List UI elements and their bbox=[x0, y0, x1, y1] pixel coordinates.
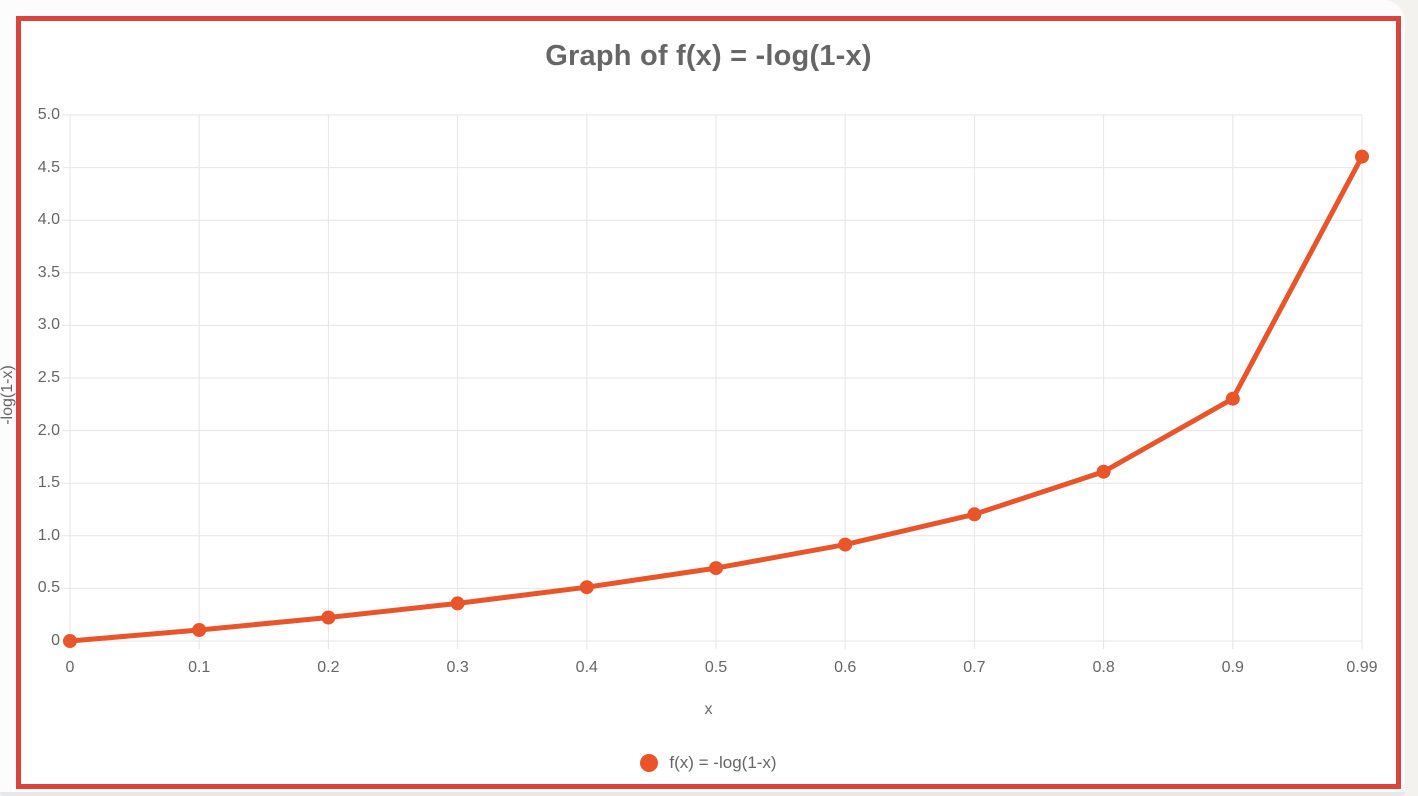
y-tick-label: 4.0 bbox=[37, 211, 60, 229]
chart-title: Graph of f(x) = -log(1-x) bbox=[545, 40, 872, 72]
x-tick-label: 0.3 bbox=[446, 659, 469, 676]
legend-label: f(x) = -log(1-x) bbox=[669, 753, 777, 772]
y-tick-label: 0.5 bbox=[37, 579, 60, 597]
window-bottom-edge bbox=[0, 792, 1405, 796]
y-tick-label: 4.5 bbox=[37, 158, 60, 176]
x-tick-label: 0.6 bbox=[834, 659, 857, 676]
legend-point-icon bbox=[640, 754, 659, 772]
y-tick-label: 5.0 bbox=[37, 106, 60, 123]
y-tick-label: 3.0 bbox=[37, 316, 60, 334]
x-tick-label: 0.8 bbox=[1092, 659, 1115, 676]
y-tick-label: 1.0 bbox=[37, 526, 60, 544]
y-tick-label: 2.0 bbox=[37, 421, 60, 439]
y-tick-label: 2.5 bbox=[37, 369, 60, 386]
x-tick-label: 0.7 bbox=[963, 659, 986, 676]
x-tick-label: 0 bbox=[65, 659, 75, 676]
x-tick-label: 0.99 bbox=[1346, 659, 1378, 676]
x-tick-label: 0.4 bbox=[575, 659, 598, 676]
x-tick-label: 0.1 bbox=[188, 659, 211, 676]
y-tick-label: 0 bbox=[51, 632, 60, 649]
y-tick-label: 3.5 bbox=[37, 263, 60, 281]
y-tick-label: 1.5 bbox=[37, 474, 60, 492]
x-tick-label: 0.9 bbox=[1221, 659, 1244, 676]
x-tick-label: 0.2 bbox=[317, 659, 340, 676]
x-tick-label: 0.5 bbox=[704, 659, 728, 676]
x-axis-label: x bbox=[704, 701, 713, 718]
legend-item[interactable]: f(x) = -log(1-x) bbox=[16, 751, 1401, 775]
